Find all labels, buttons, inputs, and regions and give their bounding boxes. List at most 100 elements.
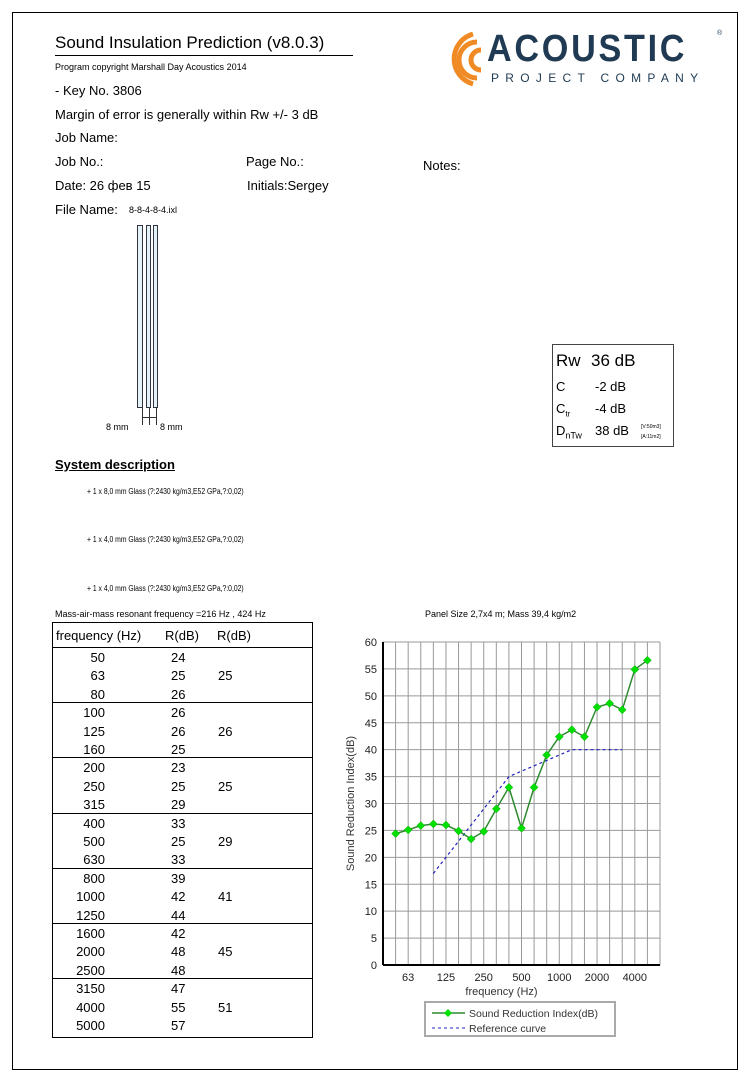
header-r: R(dB) <box>165 628 199 643</box>
cell-frequency: 2000 <box>76 944 105 960</box>
table-row: 125 26 26 <box>53 724 312 740</box>
cell-r: 29 <box>171 797 186 813</box>
cell-frequency: 160 <box>83 742 105 757</box>
sri-point <box>643 655 652 665</box>
logo-waves-icon <box>451 31 482 87</box>
sri-point <box>542 750 552 760</box>
group-divider <box>53 702 312 704</box>
key-no: - Key No. 3806 <box>55 83 142 98</box>
sri-point <box>567 725 577 735</box>
sri-point <box>529 782 539 792</box>
cell-r: 25 <box>171 778 186 794</box>
table-row: 80 26 <box>53 687 312 703</box>
sri-point <box>441 820 451 830</box>
margin-note: Margin of error is generally within Rw +… <box>55 107 319 122</box>
y-axis-label: Sound Reduction Index(dB) <box>345 736 357 871</box>
cell-frequency: 3150 <box>76 981 105 997</box>
system-description-heading: System description <box>55 457 175 472</box>
cell-frequency: 500 <box>83 834 105 849</box>
panel-size: Panel Size 2,7x4 m; Mass 39,4 kg/m2 <box>425 609 577 619</box>
sri-point <box>554 732 564 742</box>
header-frequency: frequency (Hz) <box>56 628 142 643</box>
cell-frequency: 630 <box>83 852 105 868</box>
ctr-sub: tr <box>565 409 571 419</box>
logo-subtitle: PROJECT COMPANY <box>491 71 705 85</box>
group-divider <box>53 867 312 869</box>
page-title: Sound Insulation Prediction (v8.0.3) <box>55 33 325 52</box>
volume-note: [V:50m3] <box>641 424 661 430</box>
cell-frequency: 4000 <box>76 999 105 1015</box>
cell-r: 25 <box>171 834 186 849</box>
cell-frequency: 5000 <box>76 1018 105 1033</box>
x-tick-label: 4000 <box>623 972 647 984</box>
dimension-line <box>149 408 150 425</box>
glass-pane <box>146 225 151 408</box>
x-tick-label: 63 <box>402 972 414 984</box>
table-row: 5000 57 <box>53 1018 312 1034</box>
title-underline <box>55 55 353 56</box>
group-divider <box>53 923 312 924</box>
table-row: 630 33 <box>53 852 312 868</box>
cell-frequency: 800 <box>83 870 105 886</box>
sri-point <box>429 819 438 829</box>
file-name-label: File Name: <box>55 202 118 217</box>
cell-frequency: 100 <box>83 705 105 721</box>
y-tick-label: 45 <box>365 718 377 730</box>
sri-point <box>580 732 589 742</box>
cell-r-octave: 25 <box>218 668 233 684</box>
table-row: 500 25 29 <box>53 834 312 850</box>
cell-r-octave: 41 <box>218 889 233 905</box>
dntw-value: 38 dB <box>595 423 629 438</box>
gap-label-left: 8 mm <box>106 422 129 432</box>
cell-r-octave: 26 <box>218 723 233 739</box>
results-table: frequency (Hz) R(dB) R(dB) 50 24 63 25 2… <box>52 622 313 1038</box>
cell-r: 25 <box>171 742 186 757</box>
y-tick-label: 15 <box>365 879 377 891</box>
sri-point <box>517 823 526 833</box>
table-row: 1000 42 41 <box>53 889 312 905</box>
y-tick-label: 10 <box>365 906 377 918</box>
area-note: [A:11m2] <box>641 434 661 440</box>
group-divider <box>53 978 312 980</box>
cell-r: 55 <box>171 999 186 1015</box>
cell-r-octave: 25 <box>218 778 233 794</box>
sri-point <box>403 825 413 835</box>
layer-3: + 1 x 4,0 mm Glass (?:2430 kg/m3,E52 GPa… <box>87 584 244 593</box>
reference-curve-line <box>432 749 623 874</box>
sri-point <box>504 782 514 792</box>
table-row: 50 24 <box>53 650 312 666</box>
copyright: Program copyright Marshall Day Acoustics… <box>55 62 247 72</box>
table-row: 100 26 <box>53 705 312 721</box>
cell-frequency: 1600 <box>76 926 105 941</box>
cell-r-octave: 51 <box>218 999 233 1015</box>
glass-pane <box>137 225 143 408</box>
y-tick-label: 55 <box>365 664 377 676</box>
cell-r-octave: 45 <box>218 944 233 960</box>
table-row: 800 39 <box>53 871 312 887</box>
cell-r: 42 <box>171 889 186 905</box>
y-tick-label: 20 <box>365 852 377 864</box>
x-tick-label: 1000 <box>547 972 571 984</box>
x-tick-label: 250 <box>475 972 493 984</box>
sri-point <box>592 702 602 712</box>
ratings-box: Rw 36 dB C -2 dB Ctr -4 dB DnTw 38 dB [V:50m… <box>552 344 674 447</box>
y-tick-label: 5 <box>371 933 377 945</box>
cell-frequency: 315 <box>83 797 105 813</box>
legend-box <box>424 1001 616 1037</box>
layer-2: + 1 x 4,0 mm Glass (?:2430 kg/m3,E52 GPa… <box>87 535 244 544</box>
y-tick-label: 40 <box>365 745 377 757</box>
legend-sri-label: Sound Reduction Index(dB) <box>469 1008 598 1020</box>
group-divider <box>53 757 312 759</box>
ctr-label: C <box>556 401 566 416</box>
cell-frequency: 50 <box>90 650 105 665</box>
cell-frequency: 400 <box>83 815 105 831</box>
y-tick-label: 0 <box>371 960 377 972</box>
cell-frequency: 2500 <box>76 962 105 978</box>
rw-label: Rw <box>556 351 581 370</box>
sri-point <box>617 705 627 715</box>
cell-r: 44 <box>171 907 186 923</box>
cell-r: 33 <box>171 815 186 831</box>
cell-r: 39 <box>171 870 186 886</box>
cell-frequency: 125 <box>83 723 105 739</box>
c-value: -2 dB <box>595 379 627 394</box>
